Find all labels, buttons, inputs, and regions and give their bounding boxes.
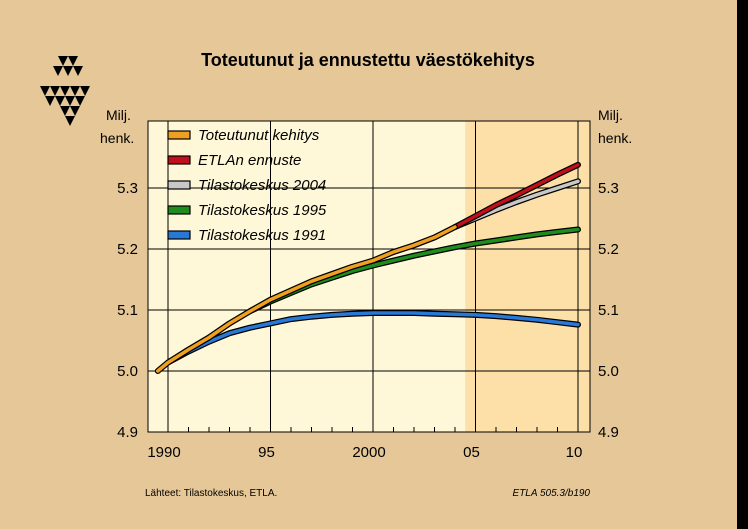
y-tick-label-right: 5.0 [598,363,619,380]
legend-swatch [167,130,191,140]
y-tick-label-left: 5.3 [117,180,138,197]
y-unit-right-line2: henk. [598,130,632,146]
series-line [453,163,580,229]
x-tick-label: 95 [258,444,275,461]
y-tick-label-left: 5.0 [117,363,138,380]
chart-code: ETLA 505.3/b190 [513,488,591,499]
legend-swatch [167,230,191,240]
legend-swatch [167,205,191,215]
legend-label: Tilastokeskus 1995 [198,202,327,219]
y-tick-label-left: 5.2 [117,241,138,258]
forecast-region [465,121,590,432]
y-tick-label-right: 5.2 [598,241,619,258]
y-tick-label-left: 4.9 [117,424,138,441]
y-unit-right-line1: Milj. [598,107,623,123]
legend-swatch [167,180,191,190]
legend-label: Toteutunut kehitys [198,127,320,144]
y-tick-label-right: 5.3 [598,180,619,197]
plot-area: 4.9 4.9 5.0 5.0 5.1 5.1 5.2 5.2 5.3 5.3 1990 95 2000… [117,120,619,461]
legend: Toteutunut kehitys ETLAn ennuste Tilastoke… [167,127,327,244]
right-border [737,0,748,529]
legend-label: Tilastokeskus 1991 [198,227,326,244]
x-tick-label: 1990 [147,444,180,461]
legend-label: ETLAn ennuste [198,152,301,169]
y-unit-left-line1: Milj. [106,107,131,123]
legend-label: Tilastokeskus 2004 [198,177,326,194]
x-tick-label: 10 [566,444,583,461]
y-unit-left-line2: henk. [100,130,134,146]
series-line [166,311,580,365]
chart-title: Toteutunut ja ennustettu väestökehitys [201,50,535,70]
source-note: Lähteet: Tilastokeskus, ETLA. [145,488,277,499]
plot-border [147,120,591,433]
y-tick-label-right: 5.1 [598,302,619,319]
legend-swatch [167,155,191,165]
x-tick-label: 2000 [352,444,385,461]
series-line [156,225,457,373]
y-tick-label-right: 4.9 [598,424,619,441]
x-tick-label: 05 [463,444,480,461]
etla-logo-icon [40,56,90,126]
y-tick-label-left: 5.1 [117,302,138,319]
